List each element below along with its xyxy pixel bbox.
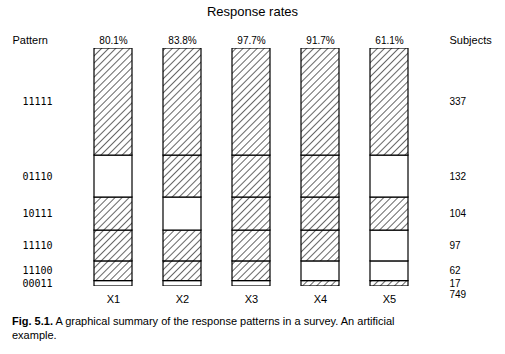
- svg-text:17: 17: [450, 278, 462, 289]
- svg-text:X4: X4: [314, 293, 327, 305]
- svg-text:Pattern: Pattern: [13, 34, 48, 46]
- svg-text:91.7%: 91.7%: [306, 35, 334, 46]
- svg-text:10111: 10111: [22, 208, 52, 219]
- html-text:example.: example.: [12, 329, 57, 341]
- svg-text:Subjects: Subjects: [450, 34, 493, 46]
- svg-text:97: 97: [450, 240, 462, 251]
- html-text:Fig. 5.1. A graphical summary: Fig. 5.1. A graphical summary of the res…: [12, 315, 395, 327]
- svg-text:X5: X5: [383, 293, 396, 305]
- svg-text:97.7%: 97.7%: [237, 35, 265, 46]
- svg-text:00011: 00011: [22, 278, 52, 289]
- svg-text:104: 104: [450, 208, 467, 219]
- html-text:Response rates: Response rates: [207, 4, 298, 19]
- svg-text:749: 749: [450, 289, 467, 300]
- svg-text:61.1%: 61.1%: [375, 35, 403, 46]
- svg-text:X3: X3: [245, 293, 258, 305]
- svg-text:X1: X1: [107, 293, 120, 305]
- svg-text:01110: 01110: [22, 171, 52, 182]
- svg-text:132: 132: [450, 171, 467, 182]
- svg-text:X2: X2: [176, 293, 189, 305]
- svg-text:11100: 11100: [22, 265, 52, 276]
- svg-text:80.1%: 80.1%: [99, 35, 127, 46]
- svg-text:11111: 11111: [22, 96, 52, 107]
- svg-text:337: 337: [450, 96, 467, 107]
- svg-text:62: 62: [450, 265, 462, 276]
- svg-text:83.8%: 83.8%: [168, 35, 196, 46]
- svg-text:11110: 11110: [22, 240, 52, 251]
